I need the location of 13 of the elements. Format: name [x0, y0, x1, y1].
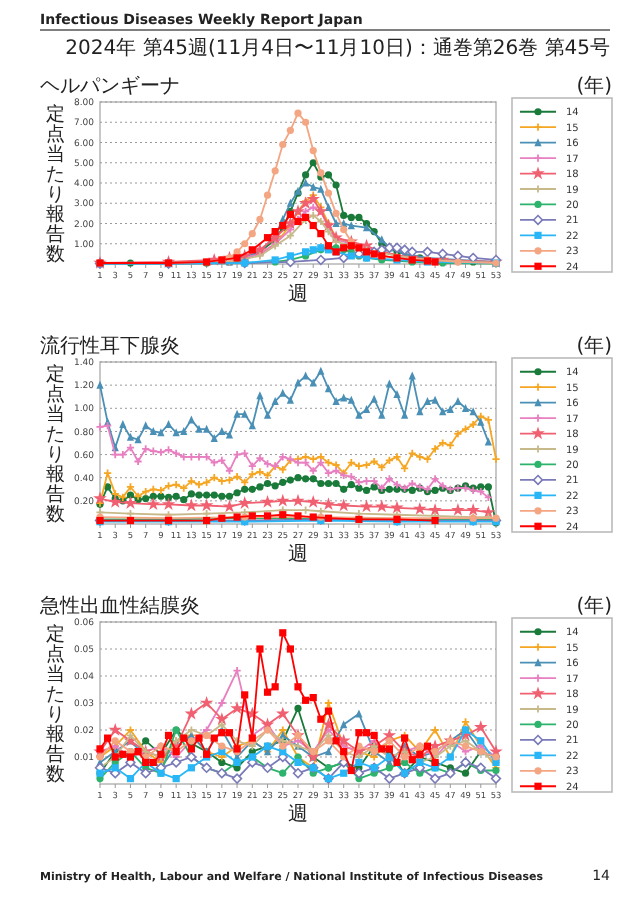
y-axis-title: 定点当たり報告数 — [46, 361, 66, 526]
legend-title: (年) — [576, 74, 613, 98]
x-axis-title: 週 — [288, 544, 308, 566]
chart-title: 急性出血性結膜炎 — [38, 594, 200, 618]
chart-title: ヘルパンギーナ — [40, 74, 180, 98]
legend-title: (年) — [576, 334, 613, 358]
legend-title: (年) — [576, 594, 613, 618]
x-axis-title: 週 — [288, 284, 308, 306]
chart-title: 流行性耳下腺炎 — [40, 334, 180, 358]
y-axis-title: 定点当たり報告数 — [46, 621, 66, 786]
y-axis-title: 定点当たり報告数 — [46, 101, 66, 266]
x-axis-title: 週 — [288, 804, 308, 826]
text: 2024年 第45週(11月4日〜11月10日)：通巻第26巻 第45号 — [65, 36, 610, 60]
